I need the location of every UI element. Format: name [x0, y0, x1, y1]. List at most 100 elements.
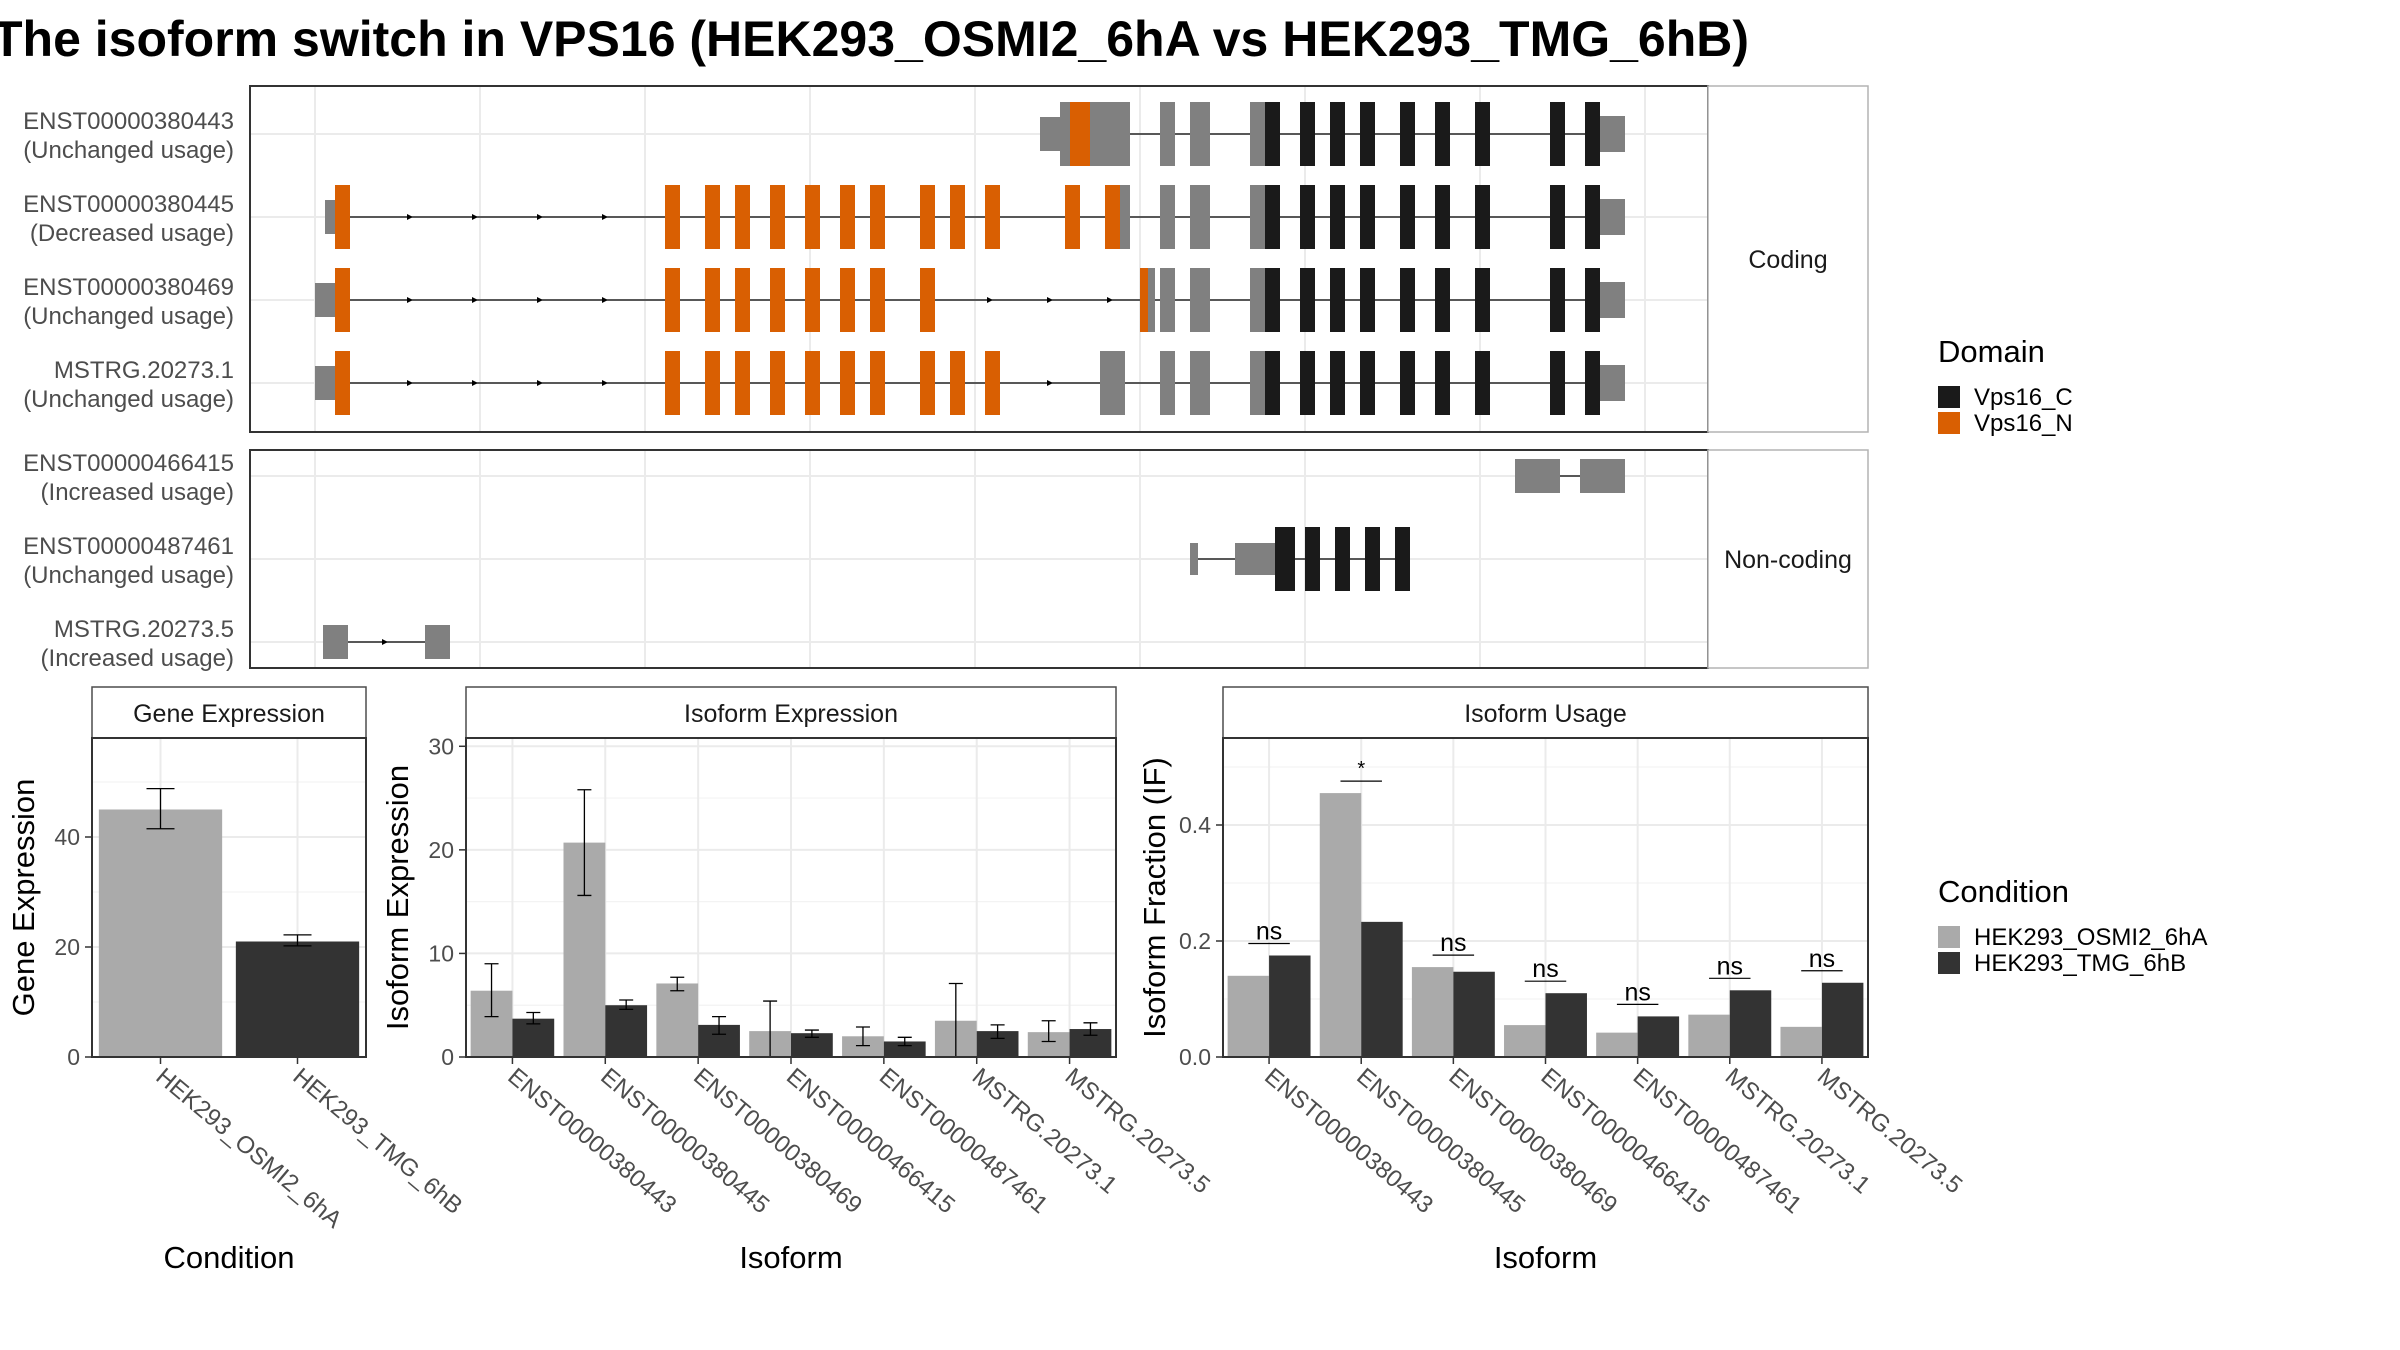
- strand-arrow: [407, 380, 413, 386]
- legend-label: HEK293_TMG_6hB: [1974, 950, 2186, 977]
- legend-key: [1938, 926, 1960, 948]
- bar: [791, 1033, 833, 1057]
- exon-utr: [1190, 102, 1210, 166]
- exon-utr: [1090, 102, 1130, 166]
- exon-vps16-c: [1330, 185, 1345, 249]
- exon-vps16-c: [1475, 351, 1490, 415]
- exon-vps16-c: [1330, 268, 1345, 332]
- exon-vps16-n: [805, 185, 820, 249]
- legend-title: Domain: [1938, 334, 2045, 369]
- transcript-usage-label: (Unchanged usage): [23, 137, 234, 164]
- exon-vps16-c: [1550, 268, 1565, 332]
- facet-strip-label: Coding: [1748, 246, 1827, 274]
- x-tick-label: ENST00000380469: [688, 1063, 867, 1219]
- figure-title: The isoform switch in VPS16 (HEK293_OSMI…: [0, 11, 1749, 67]
- bar: [656, 983, 699, 1057]
- bar: [842, 1036, 884, 1057]
- transcript-id-label: MSTRG.20273.1: [54, 357, 234, 384]
- exon-vps16-c: [1550, 102, 1565, 166]
- exon-vps16-n: [770, 185, 785, 249]
- facet-strip: [91, 686, 367, 739]
- exon-vps16-n: [665, 351, 680, 415]
- facet-strip: [1222, 686, 1869, 739]
- transcript-usage-label: (Unchanged usage): [23, 386, 234, 413]
- strand-arrow: [1047, 297, 1053, 303]
- transcript-id-label: ENST00000466415: [23, 450, 234, 477]
- exon-vps16-c: [1300, 185, 1315, 249]
- legend-title: Condition: [1938, 874, 2069, 909]
- transcript-usage-label: (Unchanged usage): [23, 562, 234, 589]
- significance-label: ns: [1809, 945, 1835, 973]
- error-bar: [712, 1015, 727, 1035]
- transcript-id-label: ENST00000487461: [23, 533, 234, 560]
- exon-vps16-c: [1400, 351, 1415, 415]
- transcript-structure-plot: ENST00000380443(Unchanged usage)ENST0000…: [23, 85, 1869, 672]
- y-tick-label: 30: [428, 733, 454, 759]
- exon-vps16-c: [1400, 102, 1415, 166]
- x-axis-title: Isoform: [739, 1240, 842, 1275]
- exon-vps16-c: [1360, 268, 1375, 332]
- legend-key: [1938, 412, 1960, 434]
- exon-vps16-c: [1365, 527, 1380, 591]
- exon-vps16-c: [1395, 527, 1410, 591]
- exon-utr: [1600, 365, 1625, 401]
- exon-vps16-c: [1475, 185, 1490, 249]
- x-tick-label: ENST00000380443: [503, 1063, 682, 1219]
- y-tick-label: 0: [67, 1044, 80, 1070]
- strand-arrow: [407, 297, 413, 303]
- y-tick-label: 0.0: [1179, 1044, 1211, 1070]
- transcript-id-label: ENST00000380443: [23, 108, 234, 135]
- error-bar: [897, 1036, 912, 1047]
- exon-utr: [1190, 185, 1210, 249]
- error-bar: [990, 1024, 1005, 1040]
- significance-label: ns: [1717, 952, 1743, 980]
- exon-vps16-c: [1585, 185, 1600, 249]
- exon-utr: [1515, 459, 1560, 493]
- exon-vps16-c: [1305, 527, 1320, 591]
- exon-vps16-c: [1300, 351, 1315, 415]
- exon-vps16-c: [1275, 527, 1295, 591]
- y-axis-title: Isoform Expression: [380, 765, 415, 1030]
- facet-strip: [465, 686, 1117, 739]
- strand-arrow: [537, 297, 543, 303]
- exon-utr: [1160, 351, 1175, 415]
- exon-vps16-c: [1585, 351, 1600, 415]
- exon-utr: [1600, 282, 1625, 318]
- exon-utr: [325, 200, 335, 234]
- exon-vps16-n: [950, 185, 965, 249]
- error-bar: [1041, 1020, 1056, 1043]
- transcript-id-label: MSTRG.20273.5: [54, 616, 234, 643]
- bar: [235, 941, 360, 1057]
- exon-vps16-n: [735, 268, 750, 332]
- legend-label: Vps16_C: [1974, 384, 2073, 411]
- bar: [1637, 1016, 1680, 1057]
- exon-vps16-c: [1330, 102, 1345, 166]
- exon-vps16-c: [1335, 527, 1350, 591]
- y-tick-label: 40: [54, 824, 80, 850]
- exon-vps16-c: [1435, 102, 1450, 166]
- bar: [1596, 1032, 1638, 1057]
- exon-vps16-c: [1435, 268, 1450, 332]
- exon-vps16-n: [335, 351, 350, 415]
- exon-vps16-n: [870, 185, 885, 249]
- exon-vps16-c: [1300, 102, 1315, 166]
- exon-utr: [1120, 185, 1130, 249]
- error-bar: [577, 789, 592, 897]
- exon-utr: [1250, 351, 1265, 415]
- chart-title: Isoform Usage: [1464, 700, 1627, 728]
- exon-vps16-c: [1585, 268, 1600, 332]
- bar: [1361, 921, 1403, 1057]
- exon-utr: [1600, 199, 1625, 235]
- transcript-usage-label: (Unchanged usage): [23, 303, 234, 330]
- bar: [1545, 993, 1587, 1057]
- facet-strip-label: Non-coding: [1724, 546, 1852, 574]
- exon-vps16-n: [665, 268, 680, 332]
- strand-arrow: [537, 214, 543, 220]
- exon-vps16-n: [840, 268, 855, 332]
- exon-vps16-c: [1585, 102, 1600, 166]
- exon-vps16-c: [1265, 185, 1280, 249]
- strand-arrow: [472, 380, 478, 386]
- error-bar: [855, 1026, 870, 1047]
- significance-label: *: [1357, 758, 1365, 780]
